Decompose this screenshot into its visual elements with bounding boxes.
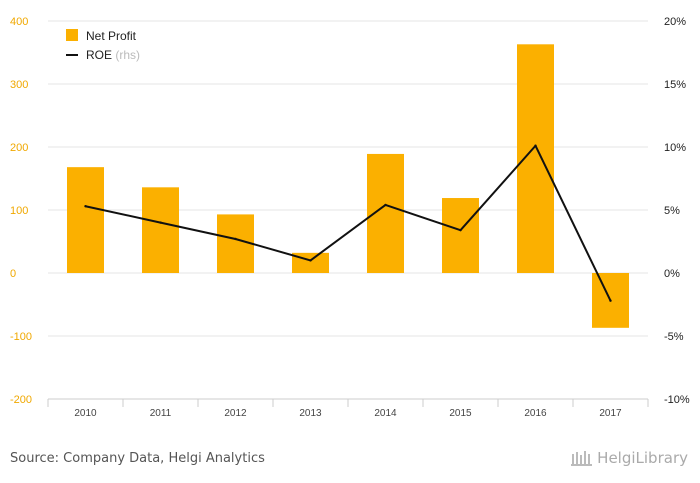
bar-net-profit [67,167,104,273]
bar-net-profit [142,187,179,273]
x-tick-label: 2017 [599,408,622,419]
bar-net-profit [217,214,254,273]
point-roe [609,299,612,302]
point-roe [159,221,162,224]
x-tick-label: 2011 [150,408,172,419]
bar-net-profit [442,198,479,273]
point-roe [84,205,87,208]
y-right-tick-label: 5% [664,205,680,217]
line-roe [85,144,612,302]
y-right-tick-label: 15% [664,79,686,91]
brand-name: HelgiLibrary [597,449,688,467]
bar-series [67,44,629,328]
y-right-tick-label: -5% [664,331,684,343]
y-right-tick-label: -10% [664,394,690,406]
axes: 400 20% 300 15% 200 10% 100 5% 0 0% -100 -5% -200 -10… [10,16,690,419]
grid-lines [48,20,648,337]
y-right-tick-label: 0% [664,268,680,280]
x-tick-label: 2016 [524,408,547,419]
y-right-tick-label: 10% [664,142,686,154]
point-roe [534,144,537,147]
y-right-tick-label: 20% [664,16,686,28]
point-roe [234,237,237,241]
x-tick-label: 2013 [299,408,322,419]
y-left-tick-label: 400 [10,16,28,28]
x-tick-label: 2015 [449,408,472,419]
legend-roe-suffix: (rhs) [115,48,140,62]
line-series [84,144,612,302]
y-left-tick-label: -100 [10,331,32,343]
y-left-tick-label: 300 [10,79,28,91]
bar-net-profit [517,44,554,274]
y-left-tick-label: 0 [10,268,16,280]
legend-roe-name: ROE [86,48,112,62]
y-left-tick-label: 100 [10,205,28,217]
legend: Net Profit ROE (rhs) [66,29,140,62]
library-icon [571,451,593,466]
y-left-tick-label: 200 [10,142,28,154]
point-roe [309,259,312,262]
legend-label-roe: ROE (rhs) [86,48,140,62]
y-left-tick-label: -200 [10,394,32,406]
x-tick-label: 2012 [224,408,247,419]
combo-chart: 400 20% 300 15% 200 10% 100 5% 0 0% -100 -5% -200 -10… [10,16,690,419]
brand-logo: HelgiLibrary [571,449,688,467]
legend-label-net-profit: Net Profit [86,29,137,43]
source-note: Source: Company Data, Helgi Analytics [10,451,265,466]
point-roe [459,228,462,232]
point-roe [384,203,387,207]
x-tick-label: 2010 [74,408,97,419]
legend-swatch-net-profit [66,29,78,41]
x-tick-label: 2014 [374,408,397,419]
